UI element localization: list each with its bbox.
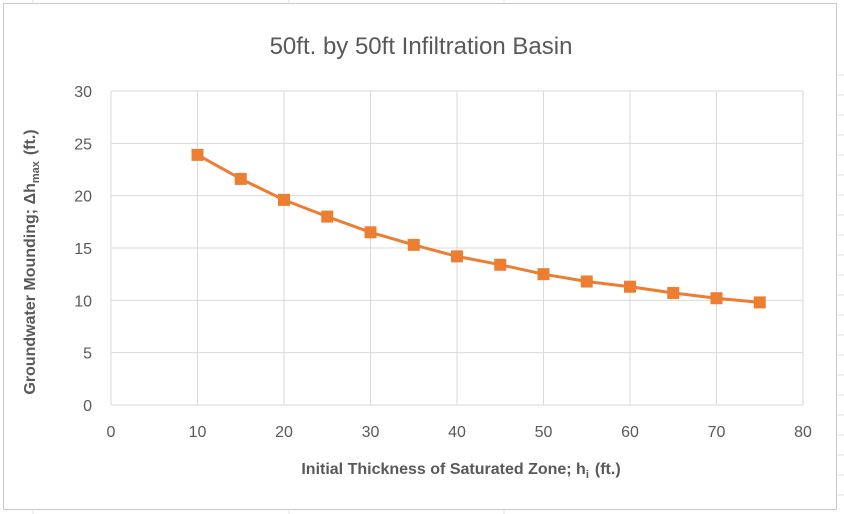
gridlines [110, 90, 804, 406]
y-tick-label: 10 [74, 293, 92, 310]
data-point-marker[interactable] [667, 287, 680, 300]
chart-area[interactable]: 50ft. by 50ft Infiltration Basin 0 5 10 15 2… [3, 3, 837, 510]
y-tick-label: 15 [74, 241, 92, 258]
data-point-marker[interactable] [451, 250, 463, 263]
series-line [196, 153, 760, 304]
chart-title: 50ft. by 50ft Infiltration Basin [270, 33, 573, 60]
y-tick-label: 30 [74, 84, 92, 101]
x-tick-label: 30 [362, 424, 380, 441]
series-layer [191, 148, 766, 309]
data-point-marker[interactable] [710, 292, 723, 305]
data-point-marker[interactable] [407, 238, 420, 251]
data-point-marker[interactable] [624, 280, 636, 293]
data-point-marker[interactable] [321, 210, 334, 223]
x-tick-label: 70 [708, 424, 726, 441]
x-tick-label: 0 [107, 424, 116, 441]
x-tick-labels: 0 10 20 30 40 50 60 70 80 [107, 424, 812, 441]
x-tick-label: 40 [448, 424, 466, 441]
x-tick-label: 80 [794, 424, 812, 441]
x-tick-label: 10 [189, 424, 207, 441]
data-point-marker[interactable] [278, 193, 290, 206]
y-tick-label: 0 [83, 398, 92, 415]
y-tick-labels: 0 5 10 15 20 25 30 [74, 84, 92, 415]
data-point-marker[interactable] [494, 258, 507, 271]
y-axis-title: Groundwater Mounding; Δhmax(ft.) [22, 129, 42, 394]
x-tick-label: 60 [621, 424, 639, 441]
data-point-marker[interactable] [537, 268, 550, 281]
data-point-marker[interactable] [580, 275, 593, 288]
line-chart: 50ft. by 50ft Infiltration Basin 0 5 10 15 2… [22, 33, 812, 481]
x-axis-title: Initial Thickness of Saturated Zone; hi(… [301, 461, 620, 481]
data-point-marker[interactable] [364, 226, 377, 239]
data-point-marker[interactable] [753, 296, 766, 309]
data-point-marker[interactable] [234, 172, 247, 185]
y-tick-label: 25 [74, 136, 92, 153]
x-tick-label: 20 [275, 424, 293, 441]
data-point-marker[interactable] [191, 148, 204, 161]
y-tick-label: 5 [83, 346, 92, 363]
x-tick-label: 50 [535, 424, 553, 441]
y-tick-label: 20 [74, 189, 92, 206]
